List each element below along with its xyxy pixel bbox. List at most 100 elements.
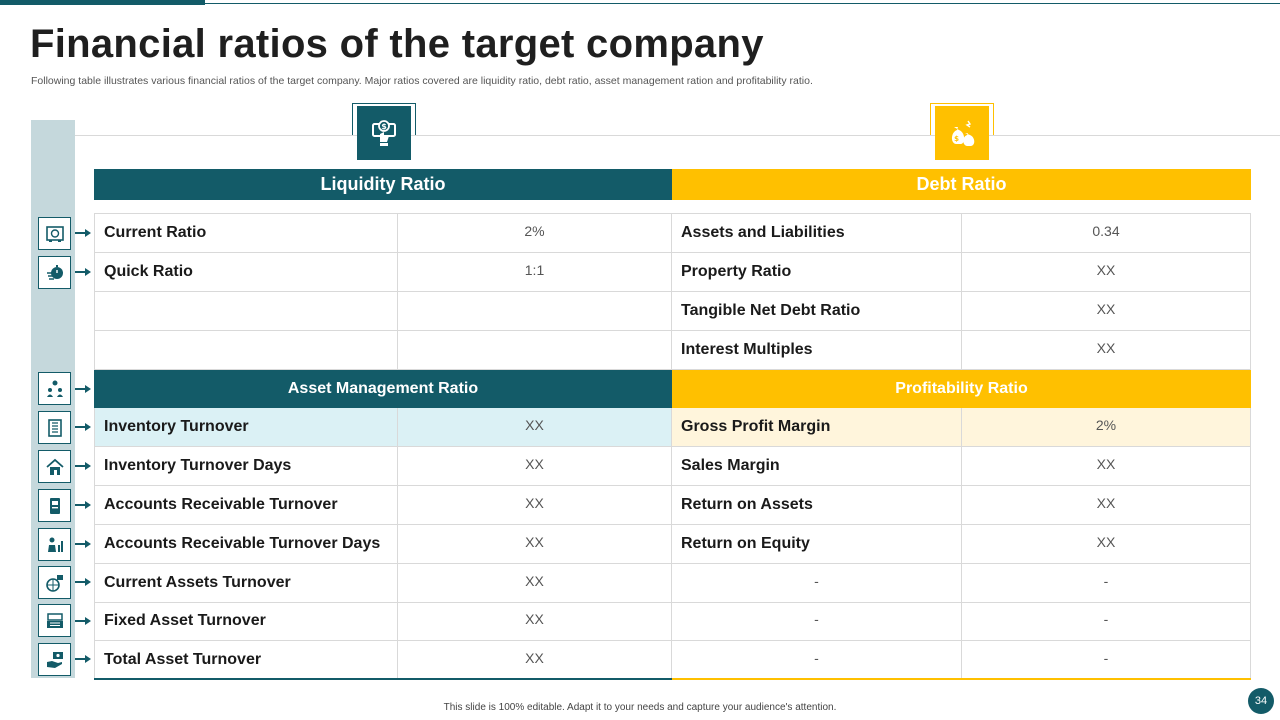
arrow-right-icon xyxy=(75,578,91,586)
ratio-label: - xyxy=(672,640,962,679)
ratio-value: - xyxy=(962,564,1251,602)
ratio-value xyxy=(398,292,672,330)
table-row xyxy=(94,331,672,370)
money-globe-icon xyxy=(38,566,71,599)
ratio-value: XX xyxy=(962,486,1251,524)
ratio-label: Inventory Turnover xyxy=(94,408,398,446)
table-row: Current Ratio 2% xyxy=(94,214,672,253)
table-row: Return on Equity XX xyxy=(672,525,1251,564)
debt-icon-box: $ xyxy=(930,103,994,163)
table-row: Tangible Net Debt Ratio XX xyxy=(672,292,1251,331)
ratio-label: Accounts Receivable Turnover xyxy=(94,486,398,524)
ratio-label: Fixed Asset Turnover xyxy=(94,602,398,640)
table-row xyxy=(94,292,672,331)
top-rule xyxy=(205,3,1280,4)
profitability-ratio-header: Profitability Ratio xyxy=(672,370,1251,408)
top-accent-bar xyxy=(0,0,205,5)
ratio-value: 2% xyxy=(398,214,672,252)
hand-cash-icon xyxy=(38,643,71,676)
ratio-label: Sales Margin xyxy=(672,447,962,485)
arrow-right-icon xyxy=(75,462,91,470)
person-chart-icon xyxy=(38,528,71,561)
ratio-label xyxy=(94,331,398,369)
money-bags-icon: $ xyxy=(935,106,989,160)
divider-line xyxy=(75,135,1280,136)
ratio-label: Return on Assets xyxy=(672,486,962,524)
building-icon xyxy=(38,411,71,444)
table-row: Assets and Liabilities 0.34 xyxy=(672,214,1251,253)
stopwatch-hand-icon xyxy=(38,256,71,289)
svg-text:$: $ xyxy=(954,135,959,143)
safe-icon xyxy=(38,217,71,250)
ratio-value: XX xyxy=(962,331,1251,369)
money-hand-icon: $ xyxy=(357,106,411,160)
ratio-value: XX xyxy=(398,564,672,602)
table-row: Accounts Receivable Turnover Days XX xyxy=(94,525,672,564)
table-row: Sales Margin XX xyxy=(672,447,1251,486)
ratio-value: XX xyxy=(962,525,1251,563)
ratio-value: XX xyxy=(398,408,672,446)
ratio-value: XX xyxy=(398,602,672,640)
table-row: Return on Assets XX xyxy=(672,486,1251,525)
ratio-label: Current Assets Turnover xyxy=(94,564,398,602)
ratio-value: 1:1 xyxy=(398,253,672,291)
ratio-value: XX xyxy=(398,525,672,563)
table-top-border xyxy=(94,213,1251,214)
ratio-label: Return on Equity xyxy=(672,525,962,563)
ratio-value: - xyxy=(962,640,1251,679)
ratio-label: - xyxy=(672,564,962,602)
team-money-icon xyxy=(38,372,71,405)
table-bottom-border-yellow xyxy=(672,678,1251,680)
table-row: Quick Ratio 1:1 xyxy=(94,253,672,292)
table-row: Current Assets Turnover XX xyxy=(94,564,672,603)
footer-note: This slide is 100% editable. Adapt it to… xyxy=(443,702,837,713)
ratio-value: XX xyxy=(398,640,672,679)
ratio-label xyxy=(94,292,398,330)
arrow-right-icon xyxy=(75,268,91,276)
ratio-value: XX xyxy=(962,447,1251,485)
asset-management-ratio-header: Asset Management Ratio xyxy=(94,370,672,408)
ratio-value: - xyxy=(962,602,1251,640)
table-row: Total Asset Turnover XX xyxy=(94,640,672,679)
ratio-label: Tangible Net Debt Ratio xyxy=(672,292,962,330)
table-row: Inventory Turnover XX xyxy=(94,408,672,447)
ratio-label: Total Asset Turnover xyxy=(94,640,398,679)
arrow-right-icon xyxy=(75,540,91,548)
ratio-value: XX xyxy=(962,253,1251,291)
arrow-right-icon xyxy=(75,655,91,663)
table-row: - - xyxy=(672,564,1251,603)
debt-ratio-header: Debt Ratio xyxy=(672,169,1251,200)
cash-register-icon xyxy=(38,604,71,637)
table-bottom-border-teal xyxy=(94,678,672,680)
arrow-right-icon xyxy=(75,617,91,625)
ratio-value: XX xyxy=(398,447,672,485)
page-title: Financial ratios of the target company xyxy=(30,22,764,66)
ratio-label: Current Ratio xyxy=(94,214,398,252)
house-icon xyxy=(38,450,71,483)
ratio-label: Accounts Receivable Turnover Days xyxy=(94,525,398,563)
table-row: Interest Multiples XX xyxy=(672,331,1251,370)
ratio-label: Assets and Liabilities xyxy=(672,214,962,252)
table-row: - - xyxy=(672,640,1251,679)
ratio-value: XX xyxy=(962,292,1251,330)
arrow-right-icon xyxy=(75,501,91,509)
ratio-value xyxy=(398,331,672,369)
ratio-label: Property Ratio xyxy=(672,253,962,291)
page-number: 34 xyxy=(1248,688,1274,714)
arrow-right-icon xyxy=(75,385,91,393)
liquidity-ratio-header: Liquidity Ratio xyxy=(94,169,672,200)
table-row: Fixed Asset Turnover XX xyxy=(94,602,672,641)
document-icon xyxy=(38,489,71,522)
table-row: - - xyxy=(672,602,1251,641)
ratio-label: Inventory Turnover Days xyxy=(94,447,398,485)
ratio-label: - xyxy=(672,602,962,640)
svg-text:$: $ xyxy=(381,122,387,131)
arrow-right-icon xyxy=(75,229,91,237)
page-subtitle: Following table illustrates various fina… xyxy=(31,75,813,87)
table-row: Inventory Turnover Days XX xyxy=(94,447,672,486)
ratio-value: XX xyxy=(398,486,672,524)
ratio-value: 2% xyxy=(962,408,1251,446)
ratio-label: Interest Multiples xyxy=(672,331,962,369)
ratio-label: Quick Ratio xyxy=(94,253,398,291)
table-row: Gross Profit Margin 2% xyxy=(672,408,1251,447)
